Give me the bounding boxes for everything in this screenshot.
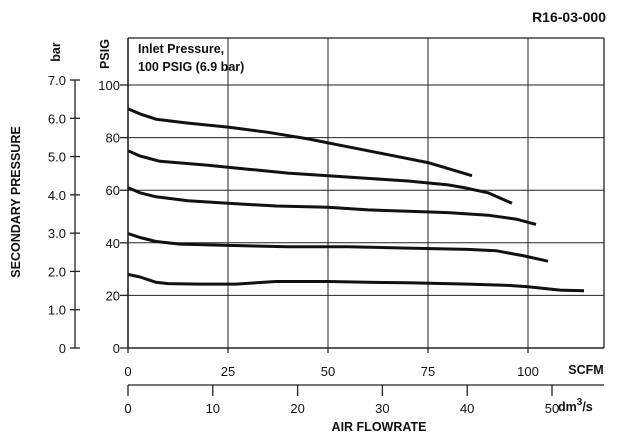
psig-unit-label: PSIG — [98, 39, 112, 69]
pressure-curve-5 — [127, 272, 585, 293]
scfm-tick-label-100: 100 — [517, 364, 539, 379]
dm3s-tick-label-30: 30 — [375, 401, 389, 416]
bar-tick-label-2: 2.0 — [48, 264, 66, 279]
psig-tick-label-40: 40 — [106, 236, 120, 251]
scfm-unit-label: SCFM — [568, 363, 603, 377]
pressure-curve-3 — [127, 186, 537, 226]
scfm-tick-label-75: 75 — [421, 364, 435, 379]
dm3s-unit-label: dm3/s — [558, 397, 593, 414]
grid-lines — [128, 37, 605, 348]
bar-tick-label-0: 0 — [59, 341, 66, 356]
psig-tick-label-100: 100 — [98, 78, 120, 93]
bar-tick-label-4: 4.0 — [48, 188, 66, 203]
psig-tick-label-60: 60 — [106, 183, 120, 198]
psig-tick-label-20: 20 — [106, 288, 120, 303]
psig-tick-label-0: 0 — [113, 341, 120, 356]
psig-tick-label-80: 80 — [106, 131, 120, 146]
dm3s-tick-label-40: 40 — [460, 401, 474, 416]
pressure-curve-2 — [127, 149, 513, 205]
annotation-line-2: 100 PSIG (6.9 bar) — [138, 60, 244, 74]
bar-tick-label-1: 1.0 — [48, 303, 66, 318]
annotation-line-1: Inlet Pressure, — [138, 42, 224, 56]
bar-tick-label-7: 7.0 — [48, 73, 66, 88]
dm3s-tick-label-10: 10 — [206, 401, 220, 416]
pressure-curve-4 — [127, 232, 549, 263]
bar-tick-label-3: 3.0 — [48, 226, 66, 241]
dm3s-tick-label-50: 50 — [545, 401, 559, 416]
y-axis-title: SECONDARY PRESSURE — [9, 126, 23, 277]
dm3s-unit-tail: /s — [582, 400, 592, 414]
scfm-tick-label-0: 0 — [124, 364, 131, 379]
dm3s-unit-main: dm — [558, 400, 577, 414]
bar-tick-label-5: 5.0 — [48, 150, 66, 165]
part-number: R16-03-000 — [532, 9, 606, 25]
pressure-curve-1 — [127, 107, 473, 178]
x-axis-title: AIR FLOWRATE — [332, 420, 427, 434]
bar-tick-label-6: 6.0 — [48, 111, 66, 126]
dm3s-tick-label-0: 0 — [124, 401, 131, 416]
bar-unit-label: bar — [49, 42, 63, 62]
dm3s-tick-label-20: 20 — [290, 401, 304, 416]
scfm-tick-label-50: 50 — [321, 364, 335, 379]
scfm-tick-label-25: 25 — [221, 364, 235, 379]
pressure-curves — [127, 107, 585, 293]
dm3s-unit-sup: 3 — [577, 397, 583, 408]
